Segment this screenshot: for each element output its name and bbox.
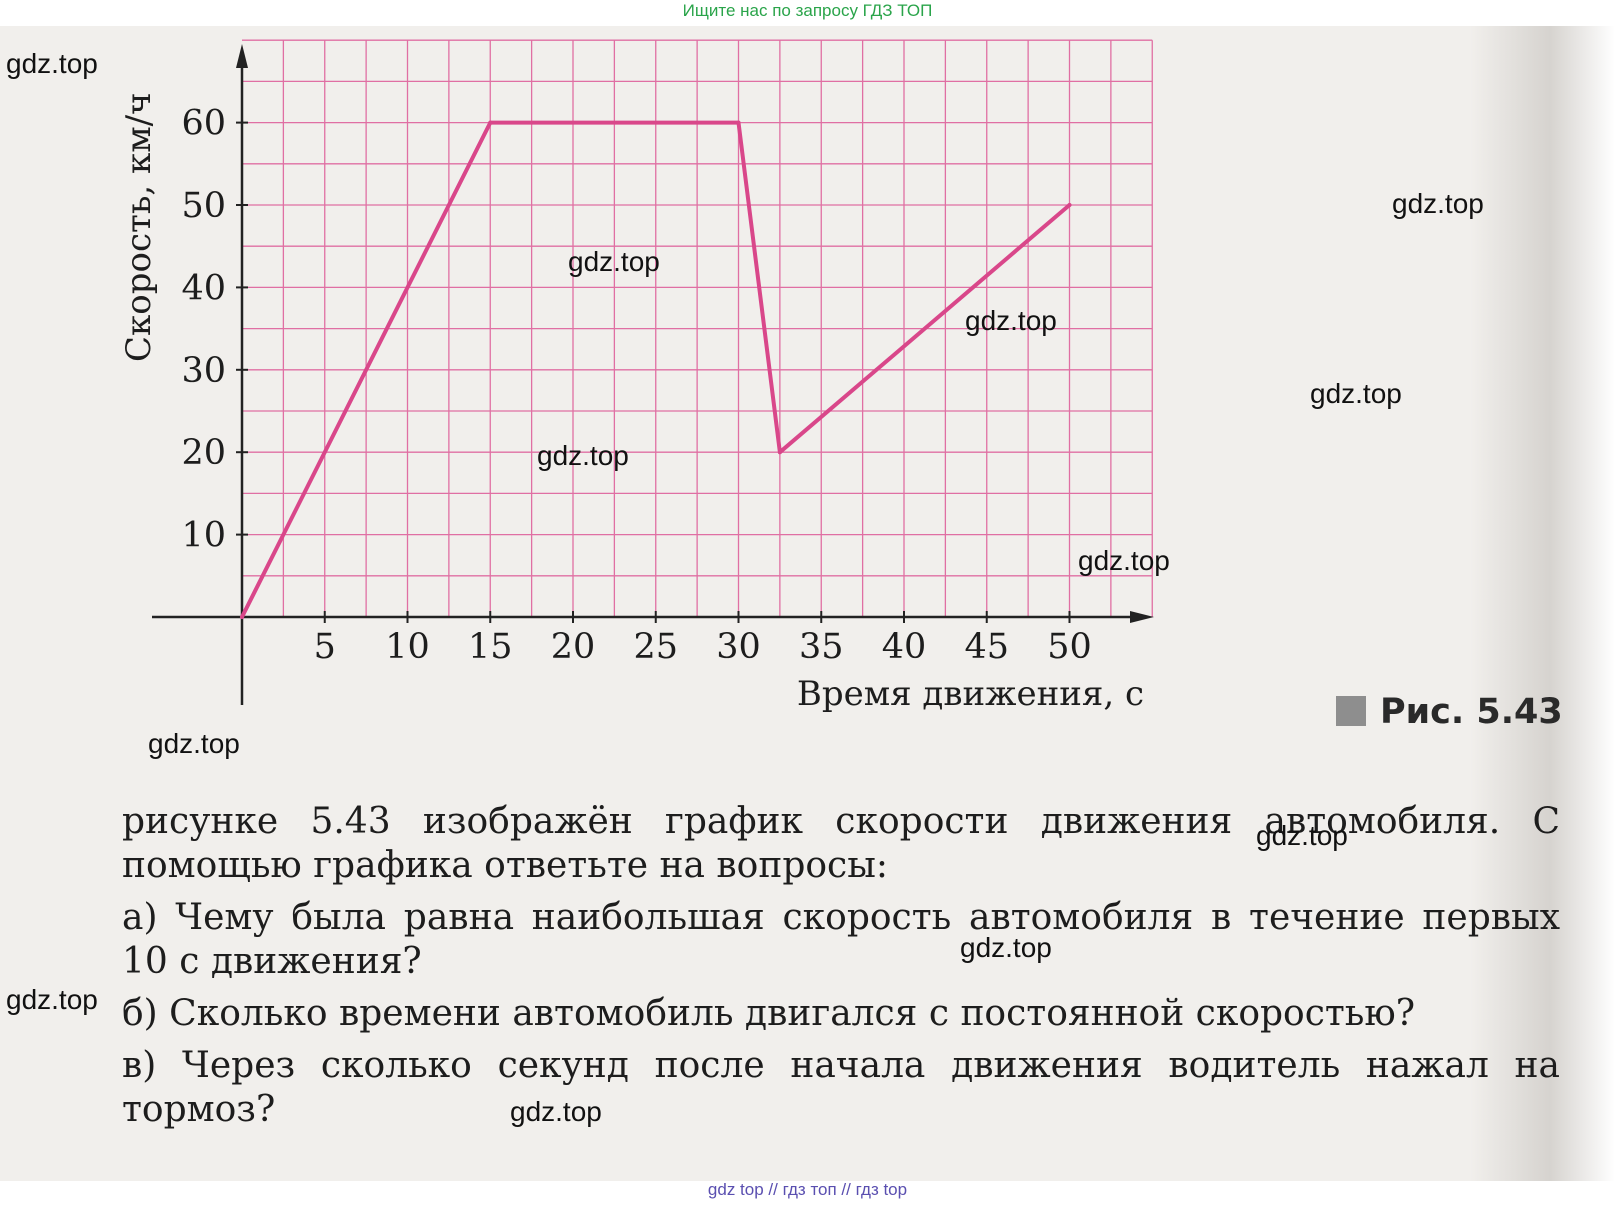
- data-point: [1067, 203, 1072, 207]
- data-point: [777, 450, 782, 455]
- y-tick-label: 60: [181, 104, 226, 144]
- x-tick-label: 50: [1047, 627, 1092, 667]
- x-tick-label: 10: [385, 627, 430, 667]
- x-tick-label: 5: [314, 627, 336, 667]
- data-point: [240, 615, 244, 619]
- y-tick-label: 50: [181, 186, 226, 226]
- watermark: gdz.top: [6, 984, 98, 1015]
- question-c: в) Через сколько секунд после начала дви…: [122, 1045, 1560, 1130]
- figure-caption: Рис. 5.43: [1336, 692, 1563, 732]
- y-tick-label: 10: [181, 516, 226, 556]
- y-axis-label: Скорость, км/ч: [119, 92, 159, 362]
- watermark: gdz.top: [537, 440, 629, 471]
- x-tick-label: 20: [551, 627, 596, 667]
- watermark: gdz.top: [965, 305, 1057, 336]
- watermark: gdz.top: [568, 246, 660, 277]
- footer-links[interactable]: gdz top // гдз топ // гдз top: [707, 1180, 908, 1199]
- watermark: gdz.top: [148, 728, 240, 759]
- data-point: [736, 120, 741, 125]
- watermark: gdz.top: [960, 932, 1052, 963]
- question-a: а) Чему была равна наибольшая скорость а…: [122, 897, 1560, 982]
- watermark: gdz.top: [1392, 188, 1484, 219]
- data-point: [488, 120, 493, 125]
- book-page: [0, 26, 1562, 1181]
- problem-intro: рисунке 5.43 изображён график скорости д…: [122, 801, 1560, 886]
- x-tick-label: 25: [633, 627, 678, 667]
- search-banner[interactable]: Ищите нас по запросу ГДЗ ТОП: [682, 1, 933, 20]
- figure-caption-text: Рис. 5.43: [1380, 692, 1563, 732]
- watermark: gdz.top: [1310, 378, 1402, 409]
- y-tick-label: 20: [181, 433, 226, 473]
- y-axis-arrow-icon: [236, 44, 248, 68]
- watermark: gdz.top: [1078, 545, 1170, 576]
- x-axis-arrow-icon: [1130, 611, 1154, 623]
- x-tick-label: 30: [716, 627, 761, 667]
- y-tick-label: 30: [181, 351, 226, 391]
- watermark: gdz.top: [1256, 820, 1348, 851]
- y-tick-label: 40: [181, 268, 226, 308]
- x-tick-label: 40: [882, 627, 927, 667]
- caption-square-icon: [1336, 696, 1366, 726]
- question-b: б) Сколько времени автомобиль двигался с…: [122, 993, 1416, 1034]
- page-edge-shadow: [1470, 26, 1615, 1181]
- watermark: gdz.top: [6, 48, 98, 79]
- watermark: gdz.top: [510, 1096, 602, 1127]
- x-axis-label: Время движения, с: [797, 674, 1144, 714]
- x-tick-label: 35: [799, 627, 844, 667]
- x-tick-label: 15: [468, 627, 513, 667]
- x-tick-label: 45: [964, 627, 1009, 667]
- problem-text: рисунке 5.43 изображён график скорости д…: [122, 800, 1560, 1132]
